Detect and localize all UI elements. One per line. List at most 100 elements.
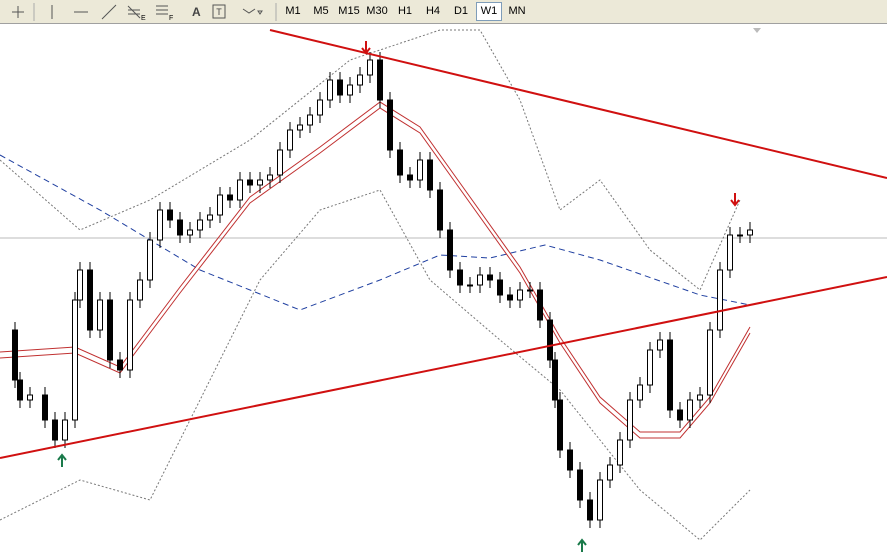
candle-body bbox=[697, 394, 703, 401]
candle-body bbox=[357, 74, 363, 86]
signal-arrow bbox=[57, 453, 67, 467]
timeframe-button[interactable]: M1 bbox=[285, 5, 301, 17]
candle-body bbox=[497, 279, 503, 296]
candle-body bbox=[87, 269, 93, 331]
candle-body bbox=[557, 399, 563, 451]
candle-body bbox=[187, 229, 193, 236]
candle-body bbox=[657, 339, 663, 351]
candle-body bbox=[62, 419, 68, 441]
arrows-icon[interactable] bbox=[242, 8, 263, 15]
candle-body bbox=[467, 284, 473, 287]
candle-body bbox=[647, 349, 653, 386]
candle-body bbox=[387, 99, 393, 151]
candle-body bbox=[417, 159, 423, 181]
candle-body bbox=[207, 214, 213, 221]
candle-body bbox=[247, 179, 253, 186]
fast-ma bbox=[0, 107, 751, 439]
trendline bbox=[269, 29, 887, 179]
trendline-icon[interactable] bbox=[101, 4, 117, 20]
candle-body bbox=[717, 269, 723, 331]
candle-body bbox=[137, 279, 143, 301]
candle-body bbox=[487, 274, 493, 281]
candle-body bbox=[627, 399, 633, 441]
timeframe-button[interactable]: M5 bbox=[313, 5, 329, 17]
label-icon[interactable] bbox=[212, 4, 226, 19]
candle-body bbox=[447, 229, 453, 271]
candle-body bbox=[507, 294, 513, 301]
candle-body bbox=[687, 399, 693, 421]
timeframe-button[interactable]: H4 bbox=[425, 5, 441, 17]
candle-body bbox=[552, 359, 558, 401]
candle-body bbox=[527, 289, 533, 292]
timeframe-button[interactable]: W1 bbox=[476, 2, 502, 21]
candle-body bbox=[12, 329, 18, 381]
candle-body bbox=[707, 329, 713, 396]
candle-body bbox=[517, 289, 523, 301]
candle-body bbox=[77, 269, 83, 301]
candle-body bbox=[457, 269, 463, 286]
candle-body bbox=[407, 174, 413, 181]
candle-body bbox=[537, 289, 543, 321]
tool-mark: E bbox=[141, 15, 146, 22]
candle-body bbox=[747, 229, 753, 236]
candle-body bbox=[227, 194, 233, 201]
signal-arrow bbox=[730, 193, 740, 207]
separator bbox=[33, 3, 277, 21]
candle-body bbox=[337, 79, 343, 96]
slow-ma bbox=[0, 154, 751, 311]
timeframe-button[interactable]: M15 bbox=[338, 5, 360, 17]
candle-body bbox=[637, 384, 643, 401]
candle-body bbox=[327, 79, 333, 101]
candle-body bbox=[427, 159, 433, 191]
candle-body bbox=[477, 274, 483, 286]
candle-body bbox=[147, 239, 153, 281]
candle-body bbox=[307, 114, 313, 126]
envelope-line bbox=[0, 189, 751, 541]
candle-body bbox=[317, 99, 323, 116]
timeframe-button[interactable]: M30 bbox=[366, 5, 388, 17]
signal-arrow bbox=[361, 41, 371, 55]
timeframe-button[interactable]: MN bbox=[508, 5, 526, 17]
crosshair-icon[interactable] bbox=[12, 6, 24, 18]
candle-body bbox=[437, 189, 443, 231]
channel-icon[interactable] bbox=[127, 5, 141, 19]
candle-body bbox=[217, 194, 223, 216]
candle-body bbox=[117, 359, 123, 371]
timeframe-button[interactable]: H1 bbox=[397, 5, 413, 17]
timeframe-button[interactable]: D1 bbox=[453, 5, 469, 17]
candle-body bbox=[97, 299, 103, 331]
candle-body bbox=[27, 394, 33, 401]
candle-body bbox=[567, 449, 573, 471]
candle-body bbox=[257, 179, 263, 186]
candle-body bbox=[667, 339, 673, 411]
candle-body bbox=[577, 469, 583, 501]
tool-icons: E F A T bbox=[12, 3, 277, 22]
shift-marker bbox=[753, 28, 761, 33]
fast-ma bbox=[0, 101, 751, 433]
candle-body bbox=[727, 234, 733, 271]
fibo-icon[interactable] bbox=[156, 5, 168, 15]
candle-body bbox=[607, 464, 613, 481]
candle-body bbox=[157, 209, 163, 241]
candle-body bbox=[127, 299, 133, 371]
text-tool[interactable]: A bbox=[192, 5, 201, 19]
candle-body bbox=[107, 299, 113, 361]
tool-mark: F bbox=[169, 15, 173, 22]
candle-body bbox=[367, 59, 373, 76]
candle-body bbox=[677, 409, 683, 421]
candle-body bbox=[547, 319, 553, 361]
candle-body bbox=[267, 174, 273, 181]
signal-arrow bbox=[577, 538, 587, 552]
label-tool-letter: T bbox=[216, 7, 222, 17]
candle-body bbox=[177, 219, 183, 236]
candle-body bbox=[42, 394, 48, 421]
candle-body bbox=[737, 234, 743, 237]
candle-body bbox=[347, 84, 353, 96]
price-chart bbox=[0, 28, 887, 552]
candle-body bbox=[167, 209, 173, 221]
candle-body bbox=[297, 124, 303, 131]
candle-body bbox=[397, 149, 403, 176]
trendline bbox=[0, 276, 887, 459]
candle-body bbox=[617, 439, 623, 466]
